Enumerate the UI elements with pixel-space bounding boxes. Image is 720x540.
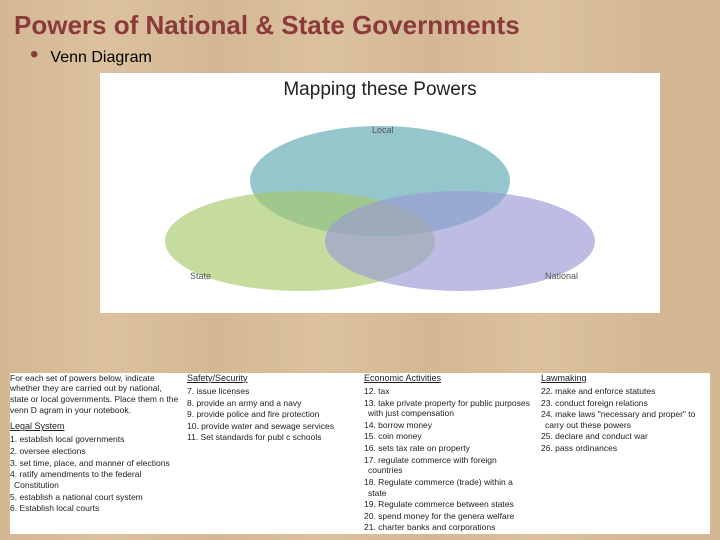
list-item: 7. issue licenses: [187, 386, 356, 397]
bullet-text: Venn Diagram: [50, 49, 151, 67]
page-title: Powers of National & State Governments: [0, 0, 720, 45]
column-items: 22. make and enforce statutes23. conduct…: [541, 386, 710, 454]
venn-label-top: Local: [372, 125, 394, 135]
column-lawmaking: Lawmaking 22. make and enforce statutes2…: [541, 373, 710, 534]
column-safety: Safety/Security 7. issue licenses8. prov…: [187, 373, 356, 534]
list-item: 19. Regulate commerce between states: [364, 499, 533, 510]
column-legal: For each set of powers below, indicate w…: [10, 373, 179, 534]
list-item: 1. establish local governments: [10, 434, 179, 445]
list-item: 9. provide police and fire protection: [187, 409, 356, 420]
column-header: Lawmaking: [541, 373, 710, 384]
list-item: 25. declare and conduct war: [541, 431, 710, 442]
venn-label-right: National: [545, 271, 578, 281]
column-header: Safety/Security: [187, 373, 356, 384]
list-item: 5. establish a national court system: [10, 492, 179, 503]
diagram-panel: Mapping these Powers Local State Nationa…: [100, 73, 660, 313]
list-item: 16. sets tax rate on property: [364, 443, 533, 454]
column-header: Legal System: [10, 421, 179, 432]
list-item: 20. spend money for the genera welfare: [364, 511, 533, 522]
list-item: 11. Set standards for publ c schools: [187, 432, 356, 443]
list-item: 26. pass ordinances: [541, 443, 710, 454]
column-items: 12. tax13. take private property for pub…: [364, 386, 533, 533]
list-item: 4. ratify amendments to the federal Cons…: [10, 469, 179, 490]
list-item: 18. Regulate commerce (trade) within a s…: [364, 477, 533, 498]
column-items: 1. establish local governments2. oversee…: [10, 434, 179, 513]
list-item: 23. conduct foreign relations: [541, 398, 710, 409]
powers-columns: For each set of powers below, indicate w…: [10, 373, 710, 534]
bullet-row: • Venn Diagram: [0, 45, 720, 73]
list-item: 6. Establish local courts: [10, 503, 179, 514]
list-item: 2. oversee elections: [10, 446, 179, 457]
list-item: 13. take private property for public pur…: [364, 398, 533, 419]
list-item: 22. make and enforce statutes: [541, 386, 710, 397]
list-item: 3. set time, place, and manner of electi…: [10, 458, 179, 469]
diagram-title: Mapping these Powers: [100, 73, 660, 101]
list-item: 15. coin money: [364, 431, 533, 442]
list-item: 8. provide an army and a navy: [187, 398, 356, 409]
venn-label-left: State: [190, 271, 211, 281]
list-item: 21. charter banks and corporations: [364, 522, 533, 533]
column-economic: Economic Activities 12. tax13. take priv…: [364, 373, 533, 534]
venn-diagram: Local State National: [100, 101, 660, 301]
list-item: 10. provide water and sewage services: [187, 421, 356, 432]
column-header: Economic Activities: [364, 373, 533, 384]
list-item: 17. regulate commerce with foreign count…: [364, 455, 533, 476]
instructions-text: For each set of powers below, indicate w…: [10, 373, 179, 416]
column-items: 7. issue licenses8. provide an army and …: [187, 386, 356, 443]
list-item: 24. make laws "necessary and proper" to …: [541, 409, 710, 430]
bullet-dot: •: [30, 45, 38, 64]
list-item: 14. borrow money: [364, 420, 533, 431]
list-item: 12. tax: [364, 386, 533, 397]
